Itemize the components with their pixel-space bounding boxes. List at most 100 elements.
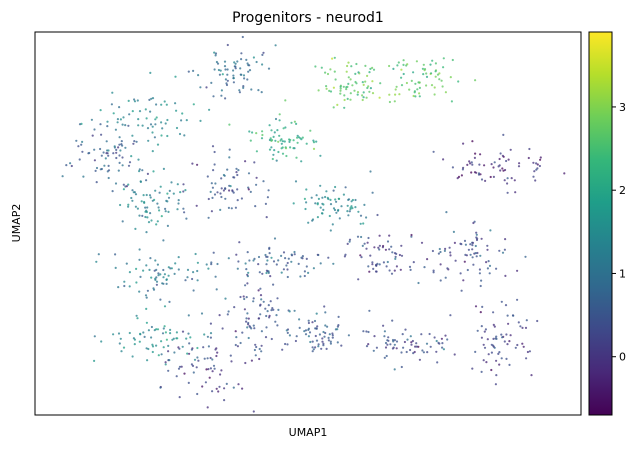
scatter-point — [261, 63, 264, 66]
scatter-point — [336, 103, 339, 106]
scatter-point — [219, 69, 222, 72]
scatter-point — [487, 260, 490, 263]
scatter-point — [480, 370, 483, 373]
scatter-point — [81, 140, 84, 143]
scatter-point — [262, 180, 265, 183]
scatter-point — [146, 359, 149, 362]
scatter-point — [290, 253, 293, 256]
scatter-point — [486, 244, 489, 247]
scatter-point — [442, 348, 445, 351]
scatter-point — [393, 269, 396, 272]
scatter-point — [518, 162, 521, 165]
scatter-point — [471, 244, 474, 247]
scatter-point — [214, 182, 217, 185]
scatter-point — [353, 89, 356, 92]
scatter-point — [519, 325, 522, 328]
scatter-point — [91, 134, 94, 137]
scatter-point — [262, 300, 265, 303]
scatter-point — [437, 252, 440, 255]
scatter-point — [146, 172, 149, 175]
scatter-point — [293, 309, 296, 312]
scatter-point — [434, 62, 437, 65]
scatter-point — [168, 189, 171, 192]
scatter-point — [133, 140, 136, 143]
scatter-point — [307, 335, 310, 338]
scatter-point — [215, 347, 218, 350]
scatter-point — [187, 381, 190, 384]
scatter-point — [473, 220, 476, 223]
scatter-point — [449, 314, 452, 317]
scatter-point — [162, 167, 165, 170]
scatter-point — [506, 343, 509, 346]
scatter-point — [393, 343, 396, 346]
scatter-point — [391, 251, 394, 254]
scatter-point — [378, 244, 381, 247]
scatter-point — [145, 296, 148, 299]
scatter-point — [324, 195, 327, 199]
scatter-point — [260, 91, 263, 94]
scatter-point — [265, 314, 268, 318]
scatter-point — [444, 91, 447, 94]
scatter-point — [93, 335, 96, 338]
scatter-point — [446, 338, 449, 341]
scatter-point — [432, 150, 435, 153]
scatter-point — [475, 236, 478, 239]
scatter-point — [528, 147, 531, 151]
scatter-point — [182, 190, 185, 193]
scatter-point — [119, 149, 122, 152]
scatter-point — [440, 79, 443, 82]
scatter-point — [173, 351, 176, 354]
scatter-point — [311, 350, 314, 353]
scatter-point — [323, 335, 326, 338]
scatter-point — [514, 346, 517, 349]
scatter-point — [141, 214, 144, 217]
scatter-point — [345, 86, 348, 89]
scatter-point — [378, 263, 381, 266]
scatter-point — [163, 273, 166, 276]
scatter-point — [156, 263, 159, 266]
scatter-point — [210, 182, 213, 185]
scatter-point — [177, 199, 180, 202]
scatter-point — [181, 330, 185, 333]
scatter-point — [346, 210, 349, 213]
scatter-point — [251, 131, 254, 134]
scatter-point — [466, 268, 469, 272]
scatter-point — [143, 201, 146, 204]
scatter-point — [362, 83, 365, 86]
scatter-point — [232, 77, 235, 80]
scatter-point — [294, 180, 298, 183]
scatter-point — [267, 189, 270, 192]
scatter-point — [184, 189, 187, 192]
scatter-point — [177, 367, 181, 370]
scatter-point — [169, 267, 172, 270]
scatter-point — [395, 347, 398, 350]
y-axis-label: UMAP2 — [10, 204, 23, 243]
scatter-point — [95, 260, 98, 263]
scatter-point — [144, 206, 147, 209]
scatter-point — [191, 162, 194, 165]
scatter-point — [351, 207, 354, 210]
scatter-point — [439, 250, 442, 254]
scatter-point — [355, 62, 358, 66]
scatter-point — [439, 279, 442, 282]
scatter-point — [223, 174, 226, 177]
scatter-point — [311, 340, 314, 343]
scatter-point — [208, 376, 211, 379]
scatter-point — [160, 134, 163, 137]
scatter-point — [465, 254, 468, 257]
scatter-point — [172, 192, 175, 195]
scatter-point — [224, 97, 227, 100]
scatter-point — [492, 311, 495, 314]
scatter-point — [304, 207, 307, 211]
scatter-point — [479, 311, 482, 314]
scatter-point — [349, 78, 352, 81]
scatter-point — [400, 76, 403, 79]
scatter-point — [285, 329, 288, 332]
scatter-point — [319, 262, 322, 265]
scatter-point — [399, 268, 402, 271]
scatter-point — [150, 336, 153, 339]
scatter-point — [180, 119, 183, 122]
scatter-point — [88, 151, 91, 155]
scatter-point — [214, 54, 217, 57]
scatter-point — [351, 198, 354, 202]
